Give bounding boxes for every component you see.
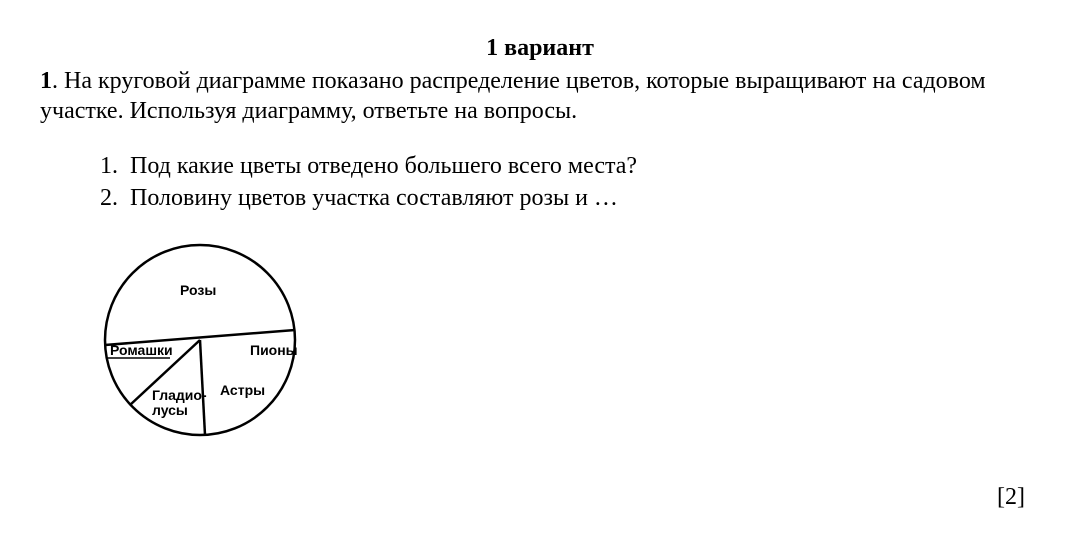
problem-text: . На круговой диаграмме показано распред… [40, 68, 986, 124]
question-text: Половину цветов участка составляют розы … [130, 182, 618, 214]
svg-text:Розы: Розы [180, 282, 216, 298]
svg-text:лусы: лусы [152, 402, 188, 418]
score-badge: [2] [997, 484, 1025, 511]
question-number: 1. [100, 150, 130, 182]
svg-text:Астры: Астры [220, 382, 265, 398]
variant-header: 1 вариант [40, 35, 1040, 62]
svg-text:Гладио-: Гладио- [152, 387, 207, 403]
question-number: 2. [100, 182, 130, 214]
pie-chart: Розы Пионы Астры Гладио-лусы Ромашки [90, 235, 1040, 450]
svg-text:Ромашки: Ромашки [110, 342, 173, 358]
list-item: 2. Половину цветов участка составляют ро… [100, 182, 1040, 214]
question-text: Под какие цветы отведено большего всего … [130, 150, 637, 182]
list-item: 1. Под какие цветы отведено большего все… [100, 150, 1040, 182]
problem-number: 1 [40, 68, 52, 94]
question-list: 1. Под какие цветы отведено большего все… [100, 150, 1040, 215]
problem-intro: 1. На круговой диаграмме показано распре… [40, 66, 1040, 126]
pie-chart-svg: Розы Пионы Астры Гладио-лусы Ромашки [90, 235, 320, 450]
svg-text:Пионы: Пионы [250, 342, 298, 358]
